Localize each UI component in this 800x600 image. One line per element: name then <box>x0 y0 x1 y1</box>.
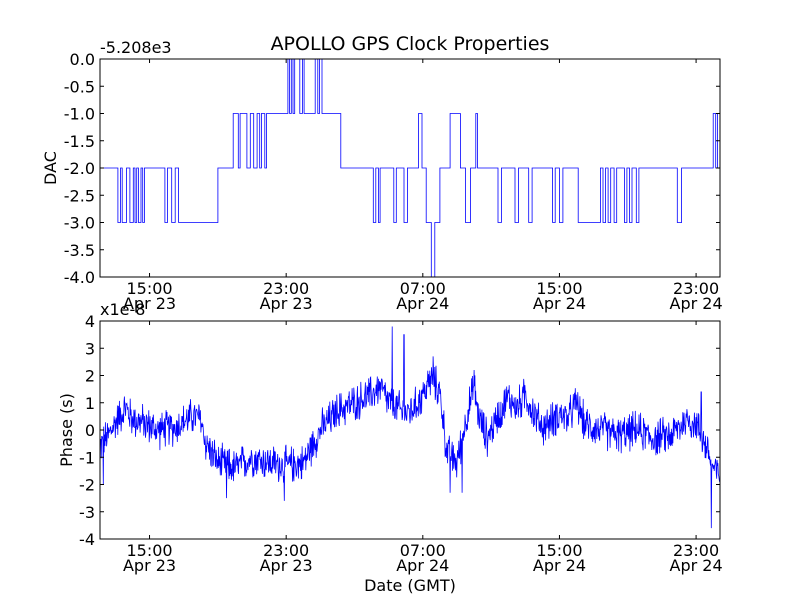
x-tick-date-label: Apr 24 <box>670 556 723 575</box>
y-tick-label: -4.0 <box>64 268 95 287</box>
y-tick-label: -2 <box>79 476 95 495</box>
y-tick-label: 0.0 <box>70 50 95 69</box>
y-axis-label: DAC <box>41 151 60 185</box>
x-tick-time-label: 23:00 <box>673 279 719 298</box>
x-tick-time-label: 15:00 <box>536 541 582 560</box>
y-tick-label: -3 <box>79 503 95 522</box>
x-tick-time-label: 15:00 <box>126 541 172 560</box>
x-tick-time-label: 07:00 <box>400 541 446 560</box>
x-tick-time-label: 23:00 <box>263 279 309 298</box>
x-tick-date-label: Apr 23 <box>123 556 176 575</box>
x-tick-date-label: Apr 24 <box>533 294 586 313</box>
offset-text: x1e-8 <box>100 300 145 319</box>
x-tick-date-label: Apr 23 <box>123 294 176 313</box>
x-tick-time-label: 07:00 <box>400 279 446 298</box>
y-tick-label: -3.5 <box>64 241 95 260</box>
chart-title: APOLLO GPS Clock Properties <box>271 33 550 55</box>
y-tick-label: -3.0 <box>64 214 95 233</box>
y-tick-label: 4 <box>85 312 95 331</box>
y-tick-label: -1 <box>79 448 95 467</box>
y-axis-label: Phase (s) <box>57 393 76 467</box>
y-tick-label: -2.5 <box>64 186 95 205</box>
y-tick-label: -0.5 <box>64 77 95 96</box>
y-tick-label: 2 <box>85 367 95 386</box>
y-tick-label: 0 <box>85 421 95 440</box>
x-tick-time-label: 15:00 <box>126 279 172 298</box>
x-tick-time-label: 23:00 <box>263 541 309 560</box>
x-tick-date-label: Apr 24 <box>396 556 449 575</box>
y-tick-label: -1.0 <box>64 105 95 124</box>
offset-text: -5.208e3 <box>100 38 172 57</box>
x-tick-date-label: Apr 23 <box>260 294 313 313</box>
y-tick-label: 1 <box>85 394 95 413</box>
x-tick-date-label: Apr 24 <box>533 556 586 575</box>
y-tick-label: -4 <box>79 530 95 549</box>
x-tick-date-label: Apr 24 <box>396 294 449 313</box>
x-tick-date-label: Apr 23 <box>260 556 313 575</box>
y-tick-label: 3 <box>85 339 95 358</box>
x-tick-time-label: 23:00 <box>673 541 719 560</box>
y-tick-label: -1.5 <box>64 132 95 151</box>
x-axis-label: Date (GMT) <box>364 576 456 595</box>
phase-series-line <box>100 326 720 529</box>
dac-series-line <box>100 59 720 277</box>
dac-axes: 0.0 -0.5 -1.0 -1.5 -2.0 -2.5 -3.0 -3.5 -4.0 15:00… <box>41 38 723 313</box>
x-tick-time-label: 15:00 <box>536 279 582 298</box>
x-tick-date-label: Apr 24 <box>670 294 723 313</box>
y-tick-label: -2.0 <box>64 159 95 178</box>
